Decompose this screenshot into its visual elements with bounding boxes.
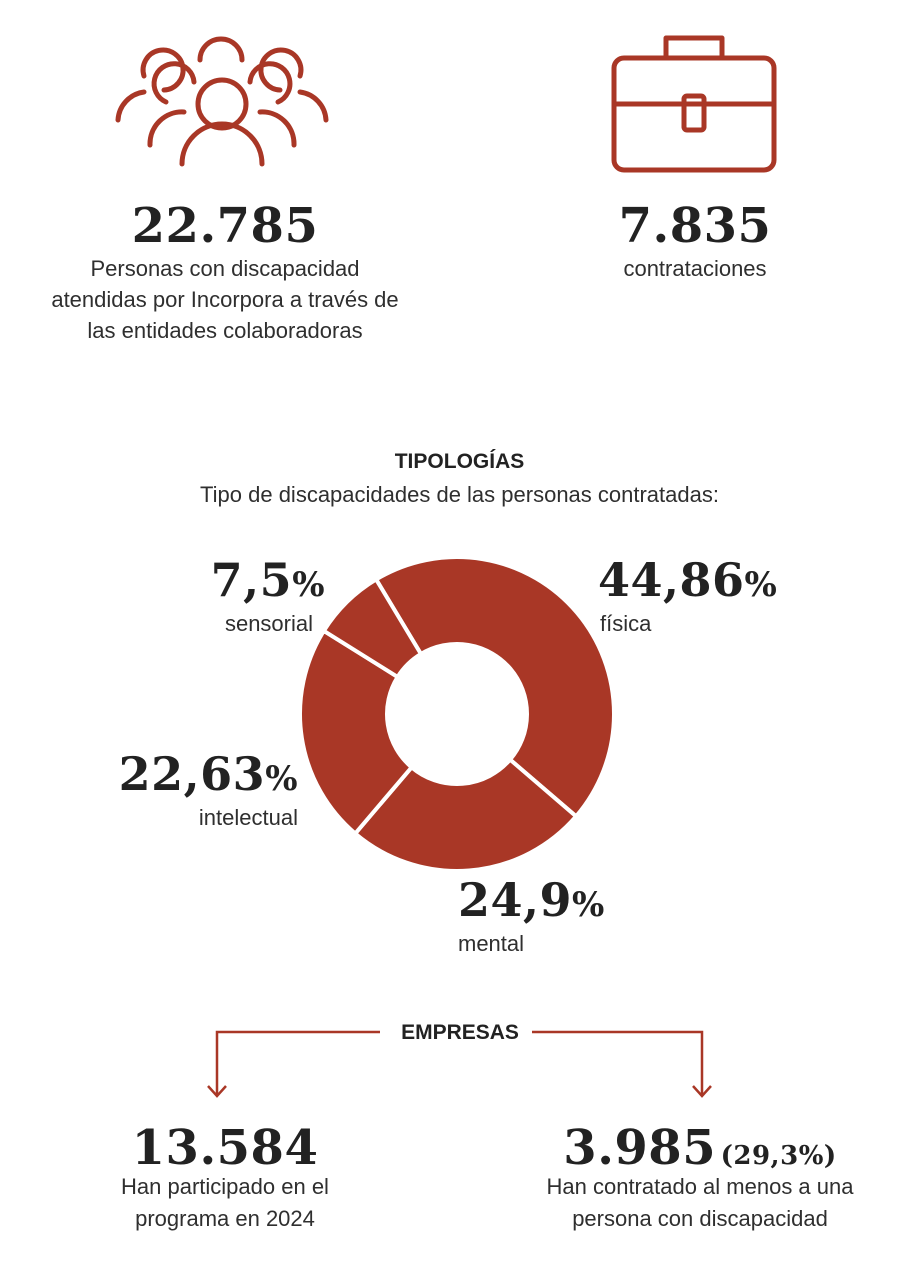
participated-description-line: programa en 2024 xyxy=(135,1206,315,1231)
hired-description: Han contratado al menos a una persona co… xyxy=(500,1171,900,1235)
typologies-title: TIPOLOGÍAS xyxy=(394,450,525,473)
hired-percentage: (29,3%) xyxy=(720,1141,837,1171)
participated-count: 13.584 xyxy=(131,1120,319,1176)
people-description-line: atendidas por Incorpora a través de xyxy=(51,287,399,312)
hired-description-line: Han contratado al menos a una xyxy=(546,1174,854,1199)
people-count: 22.785 xyxy=(131,198,319,254)
category-sensorial: sensorial xyxy=(224,611,313,636)
people-description: Personas con discapacidad atendidas por … xyxy=(20,253,430,346)
hires-label: contrataciones xyxy=(623,256,767,281)
hired-description-line: persona con discapacidad xyxy=(572,1206,828,1231)
companies-title: EMPRESAS xyxy=(401,1021,519,1044)
donut-chart xyxy=(300,556,620,872)
hired-value: 3.985 xyxy=(563,1120,717,1176)
briefcase-icon xyxy=(610,32,778,174)
category-fisica: física xyxy=(600,611,652,636)
people-group-icon xyxy=(114,30,330,170)
companies-connector xyxy=(200,1010,720,1106)
label-fisica: 44,86% física xyxy=(598,554,798,637)
category-mental: mental xyxy=(458,931,525,956)
donut-slice-fisica xyxy=(373,556,616,820)
value-sensorial: 7,5% xyxy=(210,553,325,607)
label-intelectual: 22,63% intelectual xyxy=(118,748,298,831)
value-mental: 24,9% xyxy=(458,873,605,927)
people-description-line: las entidades colaboradoras xyxy=(87,318,363,343)
label-sensorial: 7,5% sensorial xyxy=(205,554,325,637)
donut-slice-sensorial xyxy=(321,576,424,680)
category-intelectual: intelectual xyxy=(198,805,298,830)
participated-description-line: Han participado en el xyxy=(121,1174,329,1199)
hired-count: 3.985 (29,3%) xyxy=(500,1118,900,1190)
value-fisica: 44,86% xyxy=(598,553,778,607)
people-description-line: Personas con discapacidad xyxy=(90,256,360,281)
donut-slice-intelectual xyxy=(300,628,415,837)
participated-description: Han participado en el programa en 2024 xyxy=(60,1171,390,1235)
typologies-subtitle: Tipo de discapacidades de las personas c… xyxy=(200,482,719,507)
hires-count: 7.835 xyxy=(618,198,772,254)
label-mental: 24,9% mental xyxy=(458,874,658,957)
donut-slice-mental xyxy=(352,756,579,872)
value-intelectual: 22,63% xyxy=(118,747,298,801)
